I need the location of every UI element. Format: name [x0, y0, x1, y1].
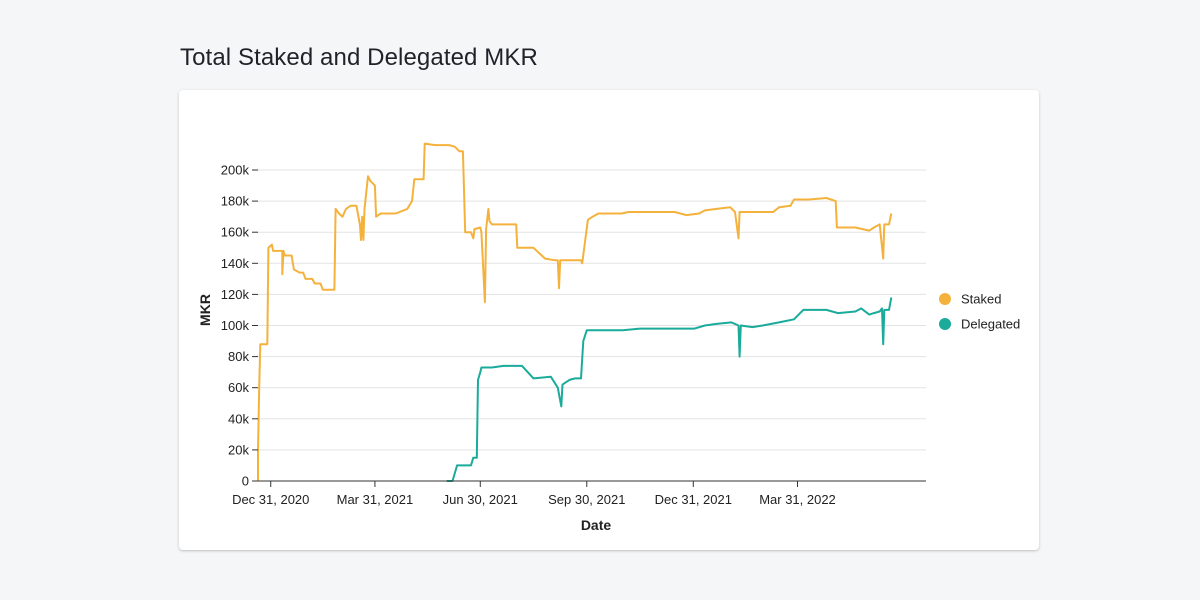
series-line-staked — [257, 142, 893, 481]
legend-label-staked: Staked — [961, 292, 1001, 307]
series-line-delegated — [446, 297, 893, 482]
x-tick-label: Mar 31, 2021 — [337, 492, 414, 507]
y-axis-ticks: 0 20k 40k 60k 80k 100k 120k 140k 160k 180k 200k — [221, 163, 258, 489]
y-tick-label: 140k — [221, 256, 250, 271]
chart-card — [179, 90, 1039, 550]
x-axis-ticks: Dec 31, 2020 Mar 31, 2021 Jun 30, 2021 Sep … — [232, 481, 836, 507]
y-tick-label: 80k — [228, 349, 249, 364]
y-tick-label: 120k — [221, 287, 250, 302]
legend: Staked Delegated — [939, 292, 1020, 332]
y-axis-title: MKR — [197, 294, 213, 326]
y-tick-label: 100k — [221, 318, 250, 333]
gridlines — [258, 169, 926, 451]
legend-swatch-staked — [939, 293, 951, 305]
y-tick-label: 200k — [221, 163, 250, 178]
x-tick-label: Mar 31, 2022 — [759, 492, 836, 507]
y-tick-label: 160k — [221, 225, 250, 240]
x-axis-title: Date — [581, 517, 612, 533]
legend-swatch-delegated — [939, 318, 951, 330]
x-tick-label: Dec 31, 2021 — [655, 492, 732, 507]
y-tick-label: 60k — [228, 380, 249, 395]
page-title: Total Staked and Delegated MKR — [180, 44, 538, 71]
x-tick-label: Dec 31, 2020 — [232, 492, 309, 507]
y-tick-label: 0 — [242, 474, 249, 489]
series-lines — [257, 142, 893, 482]
x-tick-label: Jun 30, 2021 — [443, 492, 518, 507]
y-tick-label: 40k — [228, 411, 249, 426]
y-tick-label: 180k — [221, 194, 250, 209]
y-tick-label: 20k — [228, 442, 249, 457]
legend-label-delegated: Delegated — [961, 317, 1020, 332]
x-tick-label: Sep 30, 2021 — [548, 492, 625, 507]
